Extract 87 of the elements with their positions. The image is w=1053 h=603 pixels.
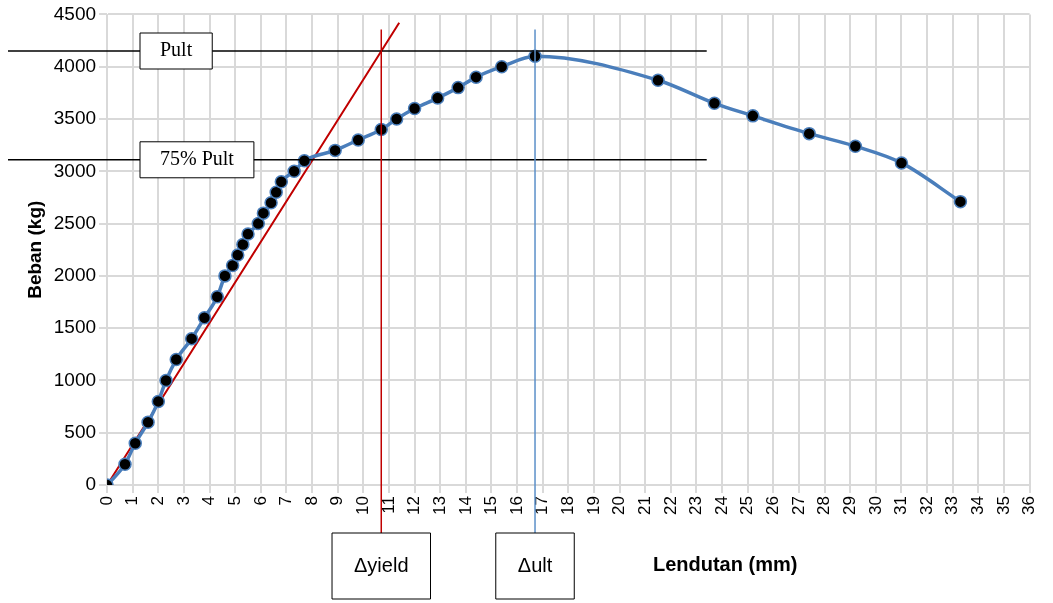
y-tick-label: 500	[64, 421, 97, 443]
ref-line-label: Δyield	[354, 553, 409, 576]
x-tick-label: 17	[532, 496, 552, 516]
ref-line-label: Pult	[160, 38, 193, 61]
y-tick-label: 2500	[53, 211, 97, 233]
point	[256, 206, 271, 220]
point	[269, 185, 283, 199]
x-tick-label: 1	[122, 496, 142, 506]
point	[389, 112, 404, 126]
point	[469, 70, 483, 84]
point	[184, 331, 199, 346]
y-tick-label: 4500	[53, 2, 97, 24]
x-tick-label: 4	[199, 496, 219, 506]
x-tick-label: 18	[558, 496, 578, 516]
x-tick-label: 35	[993, 496, 1013, 516]
x-tick-label: 9	[327, 496, 347, 506]
x-tick-label: 33	[942, 496, 962, 516]
x-tick-label: 32	[916, 496, 936, 516]
x-tick-label: 30	[865, 496, 885, 516]
x-axis-title: Lendutan (mm)	[652, 552, 798, 575]
point	[169, 352, 184, 367]
x-tick-label: 2	[148, 496, 168, 506]
point	[651, 73, 665, 88]
point	[848, 139, 863, 153]
point	[128, 436, 143, 450]
y-tick-label: 2000	[53, 264, 97, 286]
x-tick-label: 26	[763, 496, 783, 516]
x-tick-label: 16	[506, 496, 526, 516]
x-tick-label: 15	[481, 496, 501, 516]
point	[241, 227, 255, 241]
point	[141, 415, 155, 430]
x-tick-label: 10	[353, 496, 373, 516]
point	[225, 258, 240, 273]
x-tick-label: 24	[711, 496, 731, 516]
point	[264, 195, 278, 210]
point	[802, 126, 816, 141]
x-tick-label: 8	[301, 496, 321, 506]
point	[236, 237, 250, 252]
x-tick-label: 36	[1019, 496, 1039, 516]
x-tick-label: 22	[660, 496, 680, 516]
point	[328, 143, 342, 158]
x-tick-label: 14	[455, 496, 475, 516]
point	[151, 394, 166, 409]
x-tick-label: 23	[686, 496, 706, 516]
point	[494, 59, 509, 74]
y-tick-label: 4000	[53, 54, 97, 76]
y-tick-label: 3000	[53, 159, 97, 181]
x-tick-label: 13	[429, 496, 449, 516]
point	[894, 156, 909, 170]
point	[231, 248, 245, 262]
point	[159, 373, 173, 388]
point	[118, 457, 132, 471]
point	[746, 109, 760, 123]
x-tick-label: 28	[814, 496, 834, 516]
x-tick-label: 31	[891, 496, 911, 516]
y-axis-title: Beban (kg)	[23, 200, 45, 299]
point	[953, 194, 968, 209]
point	[251, 216, 266, 231]
ref-line-label: 75% Pult	[160, 147, 235, 170]
x-tick-label: 19	[583, 496, 603, 516]
point	[351, 133, 365, 147]
y-tick-label: 1000	[53, 368, 97, 390]
x-tick-label: 29	[839, 496, 859, 516]
x-tick-label: 5	[224, 496, 244, 506]
x-tick-label: 7	[276, 496, 296, 506]
x-tick-label: 3	[173, 496, 193, 506]
y-tick-label: 3500	[53, 107, 97, 129]
point	[707, 96, 722, 111]
point	[430, 91, 445, 105]
x-tick-label: 20	[609, 496, 629, 516]
point	[218, 269, 232, 283]
y-tick-label: 1500	[53, 316, 97, 338]
point	[197, 310, 212, 325]
x-tick-label: 21	[634, 496, 654, 516]
x-tick-label: 6	[250, 496, 270, 506]
point	[407, 101, 422, 116]
point	[451, 80, 465, 95]
point	[287, 164, 301, 179]
point	[274, 175, 289, 189]
point	[210, 290, 225, 304]
x-tick-label: 27	[788, 496, 808, 516]
ref-line-label: Δult	[517, 553, 553, 576]
x-tick-label: 12	[404, 496, 424, 516]
x-tick-label: 11	[378, 496, 398, 514]
x-tick-label: 25	[737, 496, 757, 516]
x-tick-label: 34	[968, 496, 988, 516]
x-tick-label: 0	[96, 496, 116, 506]
